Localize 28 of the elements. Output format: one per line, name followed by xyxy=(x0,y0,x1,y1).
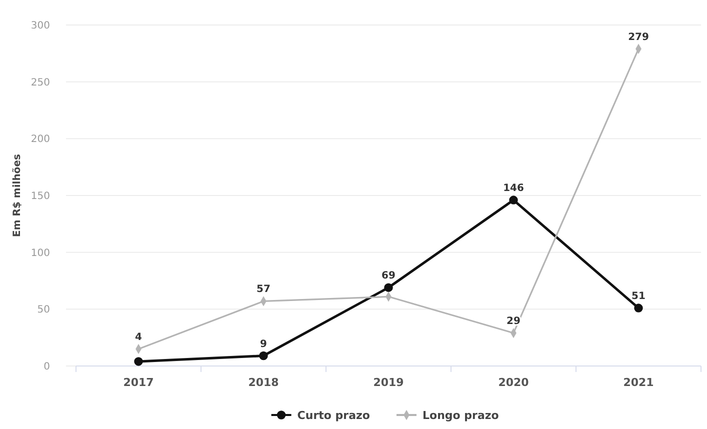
y-tick-label: 0 xyxy=(44,362,50,372)
point xyxy=(634,304,643,312)
data-label: 69 xyxy=(382,270,396,282)
data-label: 4 xyxy=(135,332,142,343)
x-tick-label: 2019 xyxy=(373,376,404,389)
x-tick-label: 2017 xyxy=(123,376,154,389)
y-tick-label: 50 xyxy=(37,304,50,316)
y-tick-label: 300 xyxy=(30,20,50,32)
point xyxy=(134,357,143,366)
legend-label: Longo prazo xyxy=(422,408,500,422)
point xyxy=(509,196,518,204)
point xyxy=(259,351,268,360)
x-tick-label: 2020 xyxy=(498,376,530,389)
data-label: 29 xyxy=(506,316,520,328)
y-tick-label: 250 xyxy=(30,77,50,88)
y-tick-label: 100 xyxy=(30,248,50,259)
x-tick-label: 2018 xyxy=(248,376,279,389)
legend-label: Curto prazo xyxy=(297,408,370,422)
data-label: 146 xyxy=(503,183,524,194)
x-tick-label: 2021 xyxy=(623,376,654,389)
y-axis-title: Em R$ milhões xyxy=(12,154,23,237)
data-label: 279 xyxy=(628,32,649,43)
y-tick-label: 150 xyxy=(30,191,50,202)
data-label: 9 xyxy=(260,338,268,350)
point xyxy=(384,283,393,292)
data-label: 51 xyxy=(632,291,646,302)
data-label: 57 xyxy=(256,284,270,296)
y-tick-label: 200 xyxy=(30,134,50,146)
